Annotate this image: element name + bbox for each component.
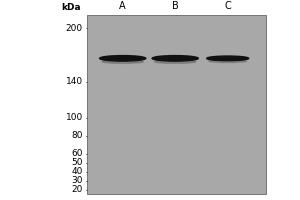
Ellipse shape — [100, 56, 146, 61]
Text: 40: 40 — [71, 167, 83, 176]
Text: 140: 140 — [66, 77, 83, 86]
Text: 50: 50 — [71, 158, 83, 167]
Bar — [87, 15, 266, 194]
Text: C: C — [224, 1, 231, 11]
Text: B: B — [172, 1, 178, 11]
Text: 30: 30 — [71, 176, 83, 185]
Ellipse shape — [102, 60, 143, 63]
Ellipse shape — [152, 56, 198, 61]
Text: 60: 60 — [71, 149, 83, 158]
Ellipse shape — [209, 60, 247, 63]
Text: 20: 20 — [71, 185, 83, 194]
Text: 80: 80 — [71, 131, 83, 140]
Ellipse shape — [207, 56, 249, 61]
Ellipse shape — [154, 60, 196, 63]
Text: 200: 200 — [66, 24, 83, 33]
Text: kDa: kDa — [61, 3, 81, 12]
Text: 100: 100 — [65, 113, 83, 122]
Text: A: A — [119, 1, 126, 11]
